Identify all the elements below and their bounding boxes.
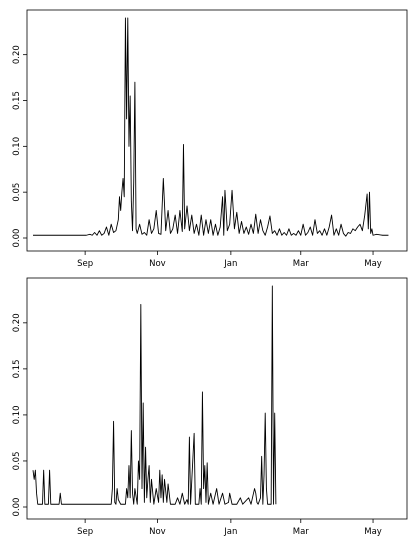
y-tick-label: 0.20: [12, 45, 22, 64]
x-tick-label: Sep: [77, 527, 93, 537]
y-tick-label: 0.15: [12, 359, 22, 378]
plot-frame: [26, 9, 408, 252]
y-tick-label: 0.05: [12, 451, 22, 470]
x-tick-label: Jan: [223, 527, 237, 537]
x-tick-label: Nov: [149, 259, 166, 269]
y-tick-label: 0.10: [12, 137, 22, 156]
x-tick-label: Mar: [293, 527, 310, 537]
x-tick-label: Sep: [77, 259, 93, 269]
series-line-0: [33, 17, 389, 237]
x-tick-label: Jan: [223, 259, 237, 269]
y-tick-label: 0.00: [12, 229, 22, 248]
series-line-0: [32, 285, 277, 505]
x-tick-label: May: [364, 259, 382, 269]
y-tick-label: 0.20: [12, 313, 22, 332]
x-tick-label: Mar: [293, 259, 310, 269]
bottom-panel: Sep Nov Jan Mar May 0.00 0.05 0.10 0.15 0.20: [12, 277, 408, 537]
y-tick-label: 0.15: [12, 91, 22, 110]
x-tick-label: May: [364, 527, 382, 537]
y-tick-label: 0.00: [12, 498, 22, 517]
top-panel: Sep Nov Jan Mar May 0.00 0.05 0.10 0.15 0.20: [12, 9, 408, 269]
y-tick-label: 0.10: [12, 405, 22, 424]
y-tick-label: 0.05: [12, 183, 22, 202]
plot-frame: [26, 277, 408, 520]
x-tick-label: Nov: [149, 527, 166, 537]
